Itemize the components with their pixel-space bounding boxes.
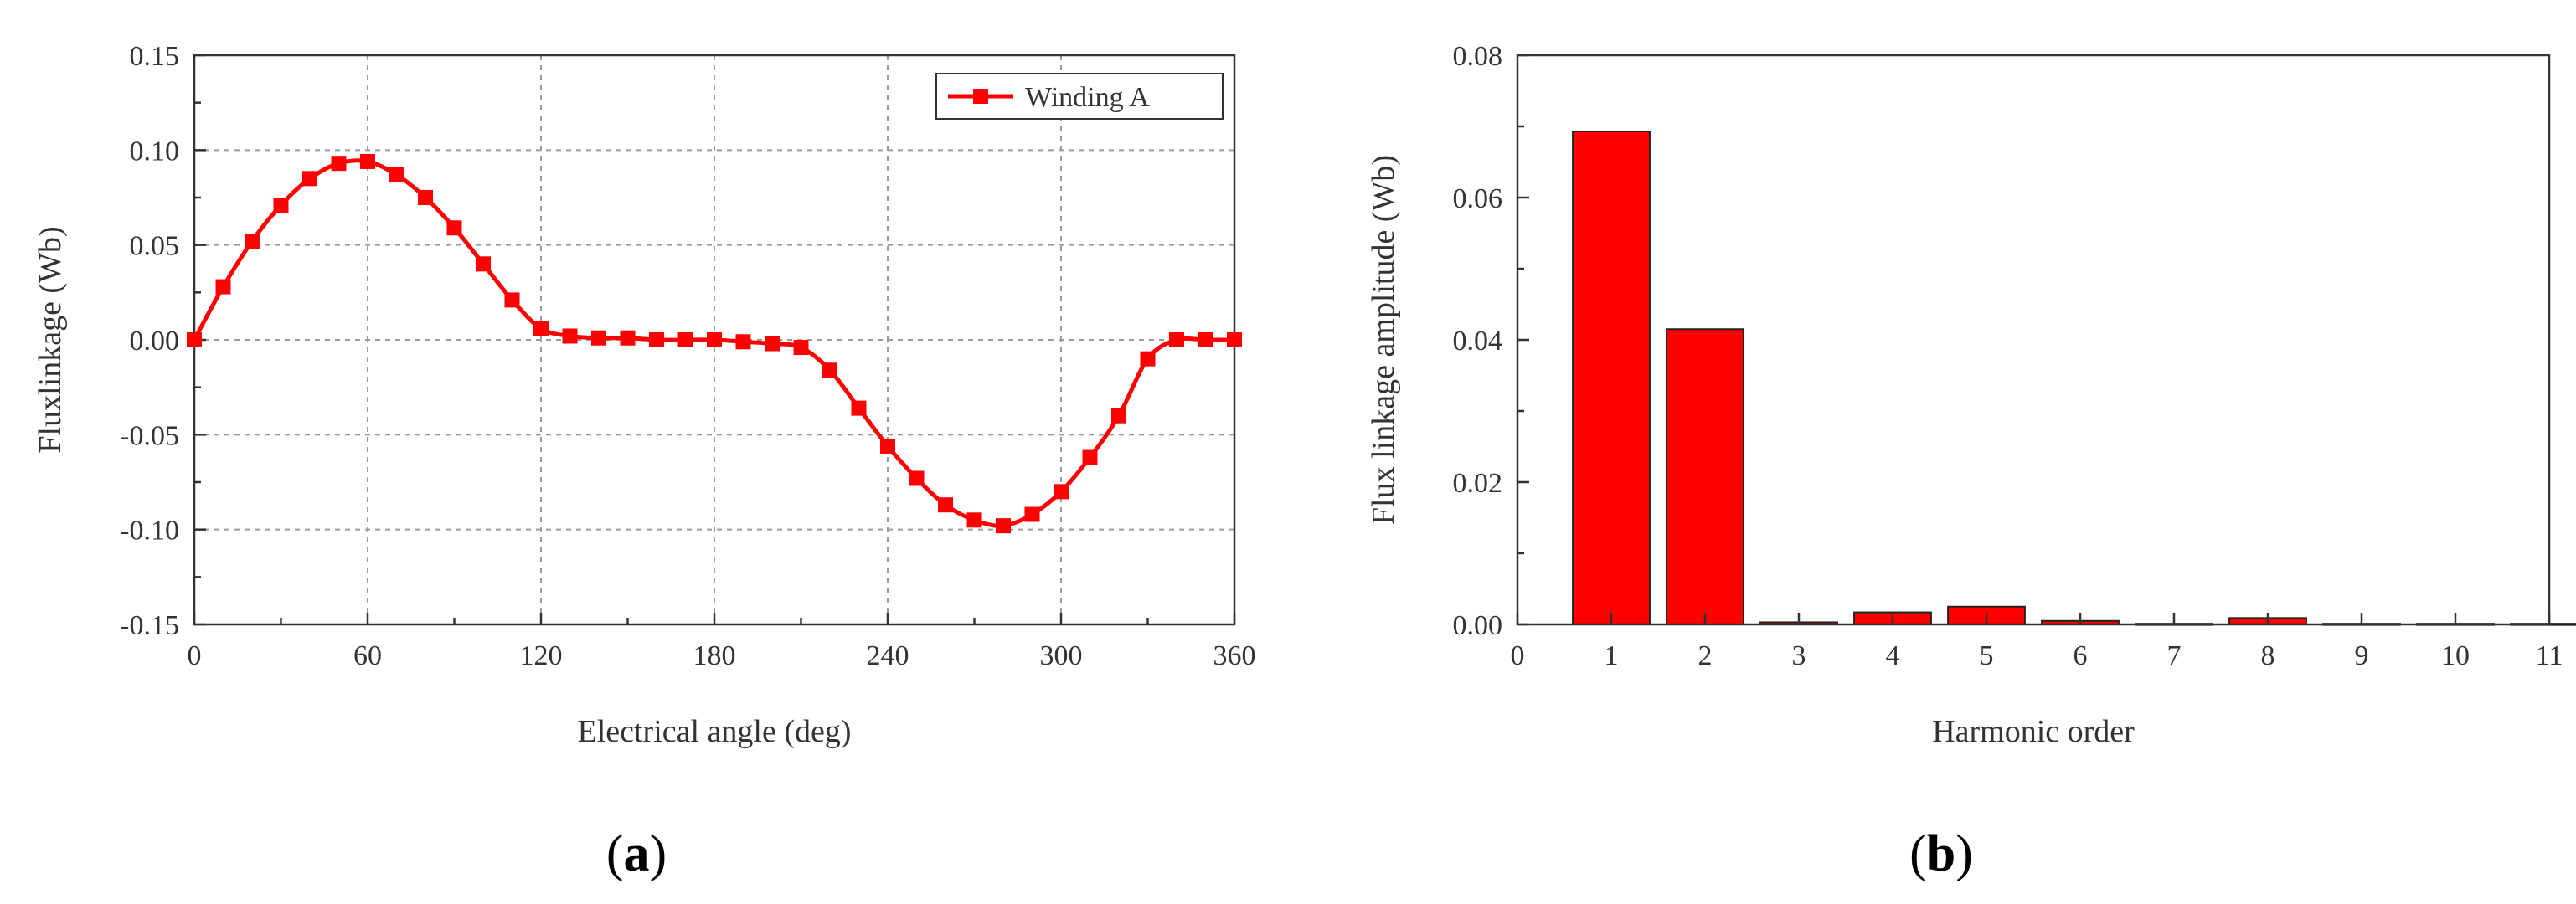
winding-a-point (418, 190, 433, 205)
panel-b-y-axis-label: Flux linkage amplitude (Wb) (1366, 155, 1401, 525)
x-tick-label: 360 (1213, 640, 1256, 671)
x-tick-label: 8 (2261, 640, 2275, 671)
panel-a-legend: Winding A (935, 73, 1224, 120)
winding-a-point (476, 256, 491, 272)
winding-a-point (620, 330, 636, 346)
winding-a-point (649, 332, 664, 347)
winding-a-point (533, 321, 549, 336)
x-tick-label: 120 (520, 640, 563, 671)
winding-a-point (187, 332, 202, 347)
x-tick-label: 0 (1511, 640, 1525, 671)
winding-a-point (1054, 484, 1069, 500)
y-tick-label: 0.06 (1453, 183, 1503, 214)
x-tick-label: 6 (2074, 640, 2088, 671)
panel-a-x-axis-label: Electrical angle (deg) (577, 714, 851, 749)
winding-a-point (1024, 506, 1040, 522)
winding-a-point (765, 336, 780, 352)
legend-marker-square (973, 89, 988, 104)
winding-a-point (966, 512, 982, 528)
x-tick-label: 10 (2441, 640, 2470, 671)
y-tick-label: 0.02 (1453, 468, 1503, 499)
harmonic-bar (1572, 130, 1651, 625)
winding-a-point (938, 497, 953, 513)
panel-b-bar-chart: 0 1 2 3 4 5 6 7 8 9 10 11 0.00 0.02 0.04 0.06 0.08 Harmo… (1366, 41, 2576, 749)
x-tick-label: 2 (1698, 640, 1713, 671)
x-tick-label: 7 (2167, 640, 2182, 671)
caption-b-open: ( (1909, 825, 1927, 882)
caption-a-letter: a (624, 825, 650, 882)
winding-a-point (793, 340, 809, 356)
winding-a-point (245, 234, 260, 249)
y-tick-label: 0.08 (1453, 41, 1503, 72)
y-tick-label: -0.15 (120, 610, 179, 641)
x-tick-label: 3 (1792, 640, 1806, 671)
winding-a-point (677, 332, 693, 347)
harmonic-bar (1666, 328, 1744, 625)
winding-a-point (446, 220, 462, 236)
winding-a-point (273, 198, 289, 213)
panel-a-series (187, 153, 1242, 534)
y-tick-label: -0.05 (120, 420, 179, 451)
caption-a: (a) (606, 825, 667, 882)
winding-a-point (1198, 332, 1213, 347)
panel-a-grid (194, 55, 1234, 624)
y-tick-label: 0.00 (130, 326, 180, 357)
panel-b-ticks: 0 1 2 3 4 5 6 7 8 9 10 11 0.00 0.02 0.04 0.06 0.08 (1453, 41, 2563, 671)
panel-a-line-chart: 0 60 120 180 240 300 360 -0.15 -0.10 -0.05 0.00 0.0… (33, 41, 1256, 749)
x-tick-label: 5 (1980, 640, 1994, 671)
x-tick-label: 300 (1040, 640, 1083, 671)
winding-a-point (707, 332, 722, 347)
x-tick-label: 9 (2355, 640, 2369, 671)
y-tick-label: 0.00 (1453, 610, 1503, 641)
winding-a-point (1140, 351, 1156, 367)
panel-a-ticks: 0 60 120 180 240 300 360 -0.15 -0.10 -0.05 0.00 0.0… (120, 41, 1255, 671)
y-tick-label: -0.10 (120, 516, 179, 547)
panel-a-y-axis-label: Fluxlinkage (Wb) (33, 226, 68, 453)
caption-a-close: ) (650, 825, 667, 882)
winding-a-point (996, 518, 1011, 534)
x-tick-label: 1 (1605, 640, 1619, 671)
panel-b-bars (1572, 130, 2576, 626)
x-tick-label: 240 (867, 640, 909, 671)
winding-a-point (880, 438, 895, 454)
winding-a-point (331, 156, 347, 172)
winding-a-point (504, 292, 520, 308)
winding-a-point (591, 330, 606, 346)
winding-a-point (215, 279, 231, 295)
x-tick-label: 4 (1886, 640, 1900, 671)
panel-b-x-axis-label: Harmonic order (1932, 714, 2135, 749)
winding-a-point (1169, 332, 1184, 347)
x-tick-label: 180 (693, 640, 736, 671)
caption-a-open: ( (606, 825, 624, 882)
x-tick-label: 0 (188, 640, 202, 671)
caption-b: (b) (1909, 825, 1973, 882)
y-tick-label: 0.10 (130, 136, 180, 167)
winding-a-point (389, 167, 404, 182)
winding-a-point (1227, 332, 1242, 347)
y-tick-label: 0.15 (130, 41, 180, 72)
winding-a-point (1111, 408, 1126, 424)
winding-a-point (851, 400, 867, 416)
y-tick-label: 0.04 (1453, 326, 1503, 357)
winding-a-point (735, 334, 751, 350)
winding-a-point (822, 362, 837, 378)
legend-label-winding-a: Winding A (1025, 82, 1150, 113)
x-tick-label: 11 (2536, 640, 2563, 671)
caption-b-close: ) (1955, 825, 1973, 882)
x-tick-label: 60 (353, 640, 382, 671)
winding-a-point (360, 153, 375, 169)
winding-a-point (909, 470, 925, 486)
winding-a-point (1082, 449, 1098, 465)
y-tick-label: 0.05 (130, 231, 180, 262)
winding-a-point (562, 328, 578, 344)
winding-a-point (302, 171, 317, 187)
caption-b-letter: b (1927, 825, 1955, 882)
